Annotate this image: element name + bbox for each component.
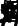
Ellipse shape — [11, 15, 13, 16]
Bar — [14, 6, 15, 8]
Text: $\it{c}$104: $\it{c}$104 — [5, 1, 18, 18]
Text: $\it{c}$106: $\it{c}$106 — [12, 0, 18, 18]
Bar — [5, 17, 6, 18]
Polygon shape — [11, 15, 13, 17]
Text: 100: 100 — [12, 2, 18, 24]
Text: $\it{c}$110: $\it{c}$110 — [7, 0, 18, 3]
Bar — [2, 11, 4, 12]
Circle shape — [7, 13, 10, 16]
Circle shape — [7, 9, 11, 14]
Circle shape — [10, 9, 13, 13]
Circle shape — [9, 7, 12, 11]
Text: Network: Network — [12, 1, 18, 23]
Text: $\it{c}$108: $\it{c}$108 — [2, 0, 18, 6]
Bar — [5, 16, 6, 17]
Circle shape — [5, 8, 8, 12]
Polygon shape — [11, 17, 13, 18]
Circle shape — [9, 13, 12, 16]
Bar — [5, 18, 6, 19]
Bar — [14, 6, 15, 8]
Circle shape — [6, 12, 8, 15]
Text: $\it{c}$116: $\it{c}$116 — [2, 0, 18, 11]
Bar — [2, 6, 3, 7]
Text: $\it{c}$112: $\it{c}$112 — [14, 0, 18, 6]
Text: $\it{c}$118: $\it{c}$118 — [8, 3, 18, 21]
Text: $\it{c}$150: $\it{c}$150 — [2, 4, 18, 21]
Bar — [5, 16, 6, 19]
Text: $\it{c}$114: $\it{c}$114 — [11, 0, 18, 3]
Bar — [8, 3, 9, 4]
Text: 102: 102 — [0, 1, 18, 23]
Bar — [7, 19, 9, 20]
Bar — [11, 3, 12, 5]
Circle shape — [7, 7, 10, 11]
Circle shape — [11, 11, 13, 15]
Text: Fig. 1: Fig. 1 — [0, 6, 18, 26]
Bar — [7, 3, 9, 4]
Bar — [2, 6, 4, 7]
Bar — [5, 16, 6, 17]
